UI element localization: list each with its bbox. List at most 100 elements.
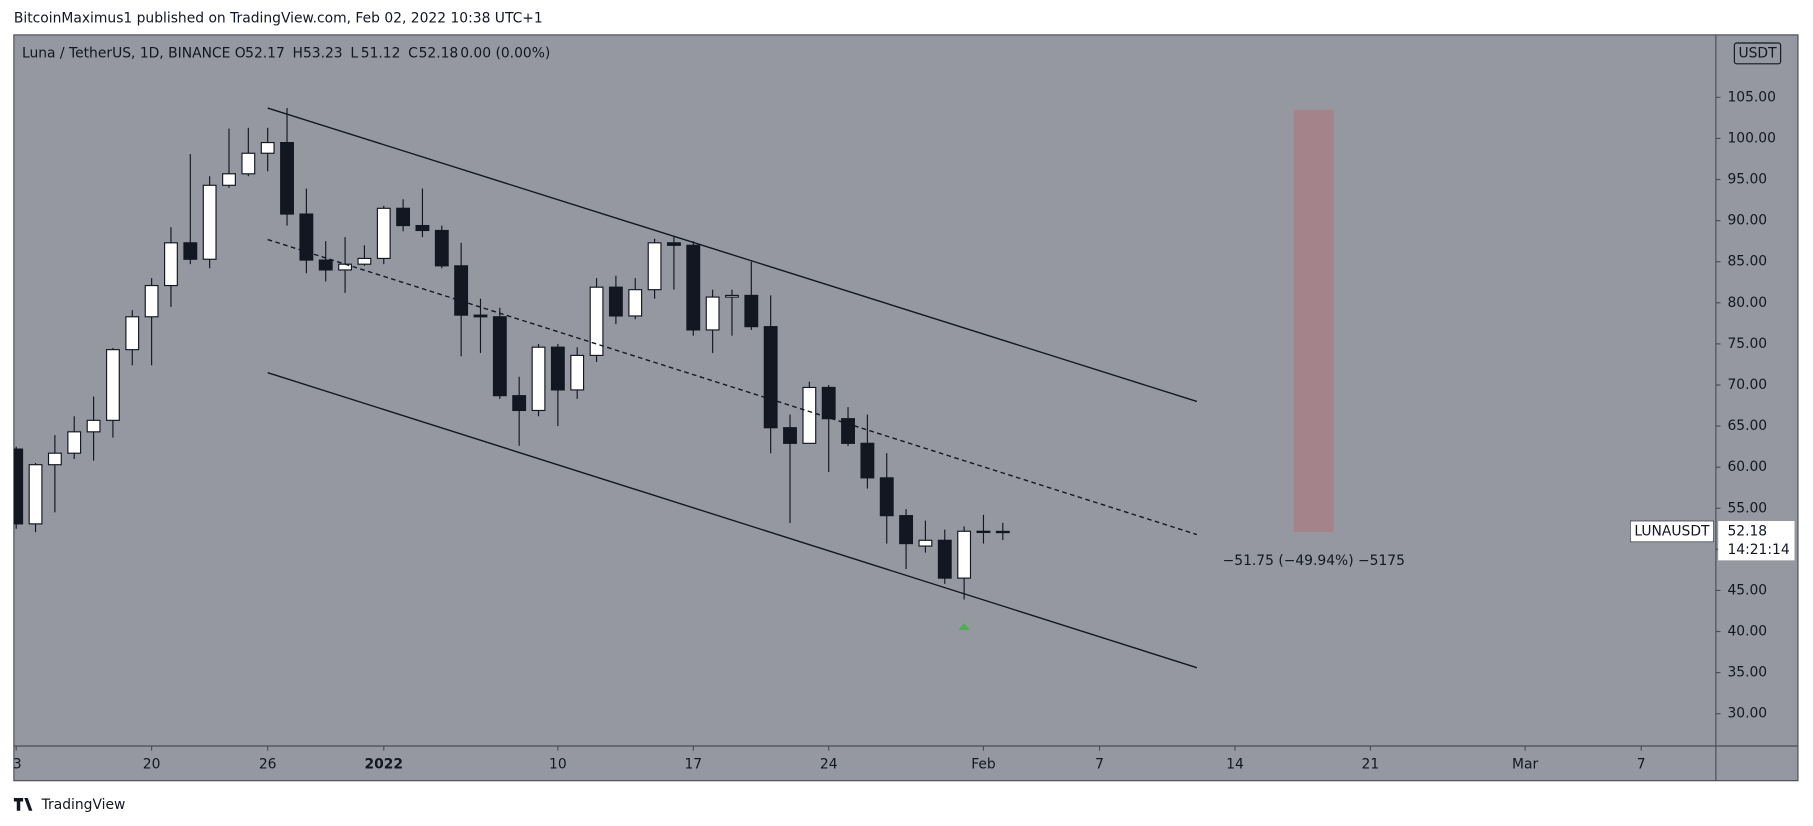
candle-body	[725, 294, 739, 298]
candle-body	[512, 395, 527, 412]
price-countdown: 14:21:14	[1727, 542, 1789, 558]
candle-body	[783, 427, 797, 444]
signal-marker	[958, 623, 970, 631]
candle-body	[415, 224, 430, 232]
candle-body	[957, 530, 972, 579]
candle-body	[144, 284, 159, 318]
price-name-box	[1630, 520, 1714, 543]
candle-body	[67, 431, 82, 454]
price-value: 52.18	[1727, 523, 1767, 539]
legend-value: 53.23	[303, 45, 343, 61]
candle-body	[550, 346, 565, 391]
candle-body	[222, 173, 236, 186]
candle-body	[47, 452, 62, 466]
pane	[13, 34, 1716, 746]
candle-body	[164, 242, 178, 287]
candle-body	[628, 289, 643, 317]
candle-body	[744, 294, 759, 328]
x-tick-label: 7	[1095, 757, 1104, 773]
candle-body	[357, 257, 372, 265]
measure-label: −51.75 (−49.94%) −5175	[1223, 553, 1405, 569]
y-tick-label: 70.00	[1727, 377, 1767, 393]
x-tick-label: Mar	[1512, 757, 1538, 773]
candle-body	[666, 242, 681, 246]
legend-value: 51.12	[361, 45, 401, 61]
trendline	[267, 107, 1198, 403]
legend-value: 52.18	[419, 45, 459, 61]
candle-body	[280, 141, 294, 215]
price-box	[1718, 521, 1795, 561]
price-name: LUNAUSDT	[1634, 523, 1710, 539]
candle-body	[763, 326, 778, 429]
candle-body	[241, 152, 256, 175]
candle-body	[918, 539, 933, 547]
x-tick-label: 2022	[364, 757, 403, 773]
candle-body	[705, 296, 720, 331]
candle-body	[454, 265, 469, 316]
candle-body	[86, 419, 101, 433]
candle-body	[589, 286, 604, 356]
y-tick-label: 80.00	[1727, 295, 1767, 311]
candle-body	[995, 530, 1010, 534]
candle-body	[260, 141, 275, 154]
y-tick-label: 105.00	[1727, 89, 1776, 105]
candle-body	[860, 442, 875, 479]
legend-value: 52.17	[245, 45, 285, 61]
candle-body	[376, 207, 391, 260]
y-tick-label: 75.00	[1727, 336, 1767, 352]
y-tick-label: 35.00	[1727, 665, 1767, 681]
y-tick-label: 65.00	[1727, 418, 1767, 434]
candle-body	[976, 530, 991, 534]
y-tick-label: 100.00	[1727, 130, 1776, 146]
currency-badge	[1733, 42, 1782, 65]
legend-change: 0.00 (0.00%)	[460, 45, 550, 61]
legend-key: O	[235, 45, 246, 61]
candle-body	[105, 349, 120, 421]
x-tick-label: 17	[684, 757, 702, 773]
plot-area	[13, 107, 1334, 669]
candle-body	[841, 418, 855, 444]
candle-body	[28, 464, 43, 525]
legend-key: C	[408, 45, 418, 61]
chart-title: Luna / TetherUS, 1D, BINANCE	[22, 45, 230, 61]
y-tick-label: 45.00	[1727, 582, 1767, 598]
candle-body	[802, 386, 817, 444]
logo	[13, 798, 33, 811]
y-tick-label: 40.00	[1727, 624, 1767, 640]
currency: USDT	[1738, 45, 1777, 61]
candle-body	[125, 316, 140, 351]
candle-body	[299, 213, 314, 261]
y-tick-label: 95.00	[1727, 172, 1767, 188]
candle-body	[396, 207, 411, 227]
candle-body	[492, 316, 507, 397]
frame	[13, 34, 1799, 782]
candle-body	[821, 386, 836, 420]
candle-body	[937, 539, 952, 579]
x-tick-label: 10	[549, 757, 567, 773]
x-tick-label: 24	[820, 757, 838, 773]
y-tick-label: 90.00	[1727, 213, 1767, 229]
x-tick-label: 21	[1362, 757, 1380, 773]
candle-body	[202, 184, 217, 260]
x-tick-label: 7	[1637, 757, 1646, 773]
candle-body	[531, 346, 546, 412]
trendline	[267, 238, 1198, 536]
candle-body	[879, 477, 894, 517]
candle-body	[183, 242, 198, 260]
time-axis	[13, 746, 1716, 781]
y-tick-label: 60.00	[1727, 459, 1767, 475]
trendline	[267, 372, 1198, 669]
x-tick-label: 14	[1226, 757, 1244, 773]
legend: O 52.17 H 53.23 L 51.12 C 52.18 0.00 (0.00%)	[235, 45, 551, 61]
candle-body	[647, 242, 662, 291]
y-tick-label: 85.00	[1727, 254, 1767, 270]
y-tick-label: 55.00	[1727, 500, 1767, 516]
header-text: BitcoinMaximus1 published on TradingView…	[14, 11, 543, 27]
candle-body	[570, 354, 585, 391]
candle-body	[686, 244, 701, 331]
legend-key: H	[293, 45, 303, 61]
x-tick-label: 3	[13, 757, 22, 773]
candle-body	[473, 314, 488, 318]
